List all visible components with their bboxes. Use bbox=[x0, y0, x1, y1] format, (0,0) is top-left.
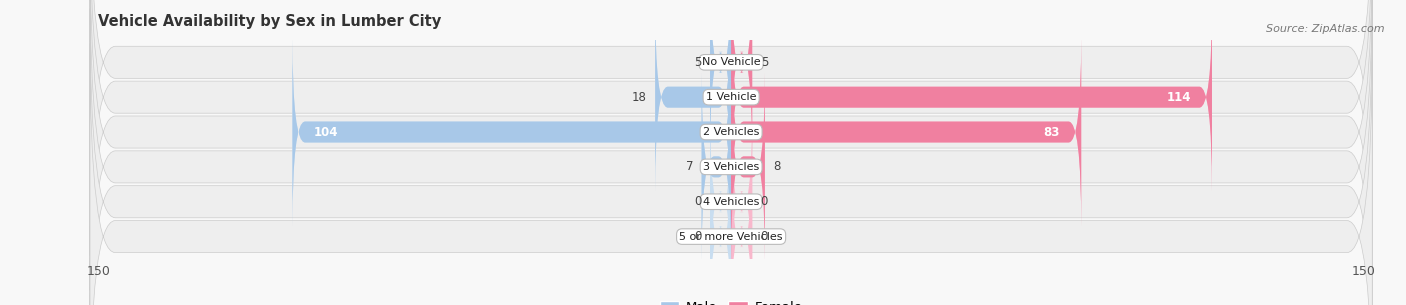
Text: 0: 0 bbox=[695, 230, 702, 243]
FancyBboxPatch shape bbox=[292, 38, 731, 226]
Text: Source: ZipAtlas.com: Source: ZipAtlas.com bbox=[1267, 24, 1385, 34]
Text: 0: 0 bbox=[695, 195, 702, 208]
Text: 5: 5 bbox=[761, 56, 768, 69]
Text: 18: 18 bbox=[631, 91, 647, 104]
FancyBboxPatch shape bbox=[90, 0, 1372, 255]
Text: 7: 7 bbox=[686, 160, 693, 173]
Text: 83: 83 bbox=[1043, 126, 1060, 138]
FancyBboxPatch shape bbox=[90, 44, 1372, 305]
FancyBboxPatch shape bbox=[90, 0, 1372, 305]
FancyBboxPatch shape bbox=[731, 3, 1212, 191]
FancyBboxPatch shape bbox=[731, 38, 1081, 226]
FancyBboxPatch shape bbox=[710, 0, 731, 156]
Text: 5 or more Vehicles: 5 or more Vehicles bbox=[679, 231, 783, 242]
FancyBboxPatch shape bbox=[731, 73, 765, 261]
FancyBboxPatch shape bbox=[702, 73, 731, 261]
Text: 104: 104 bbox=[314, 126, 337, 138]
FancyBboxPatch shape bbox=[731, 73, 765, 261]
FancyBboxPatch shape bbox=[710, 0, 731, 156]
Text: 1 Vehicle: 1 Vehicle bbox=[706, 92, 756, 102]
Text: 114: 114 bbox=[1167, 91, 1191, 104]
FancyBboxPatch shape bbox=[731, 0, 752, 156]
Text: 4 Vehicles: 4 Vehicles bbox=[703, 197, 759, 207]
FancyBboxPatch shape bbox=[90, 0, 1372, 290]
FancyBboxPatch shape bbox=[90, 9, 1372, 305]
Text: Vehicle Availability by Sex in Lumber City: Vehicle Availability by Sex in Lumber Ci… bbox=[98, 14, 441, 29]
FancyBboxPatch shape bbox=[702, 73, 731, 261]
FancyBboxPatch shape bbox=[731, 0, 752, 156]
FancyBboxPatch shape bbox=[731, 38, 1081, 226]
FancyBboxPatch shape bbox=[90, 0, 1372, 305]
Legend: Male, Female: Male, Female bbox=[659, 301, 803, 305]
Text: 0: 0 bbox=[761, 230, 768, 243]
Text: 3 Vehicles: 3 Vehicles bbox=[703, 162, 759, 172]
FancyBboxPatch shape bbox=[710, 142, 731, 305]
FancyBboxPatch shape bbox=[655, 3, 731, 191]
FancyBboxPatch shape bbox=[731, 142, 752, 305]
Text: 0: 0 bbox=[761, 195, 768, 208]
FancyBboxPatch shape bbox=[655, 3, 731, 191]
FancyBboxPatch shape bbox=[710, 108, 731, 296]
Text: 5: 5 bbox=[695, 56, 702, 69]
Text: 2 Vehicles: 2 Vehicles bbox=[703, 127, 759, 137]
FancyBboxPatch shape bbox=[292, 38, 731, 226]
Text: No Vehicle: No Vehicle bbox=[702, 57, 761, 67]
Text: 8: 8 bbox=[773, 160, 780, 173]
FancyBboxPatch shape bbox=[731, 3, 1212, 191]
FancyBboxPatch shape bbox=[731, 108, 752, 296]
